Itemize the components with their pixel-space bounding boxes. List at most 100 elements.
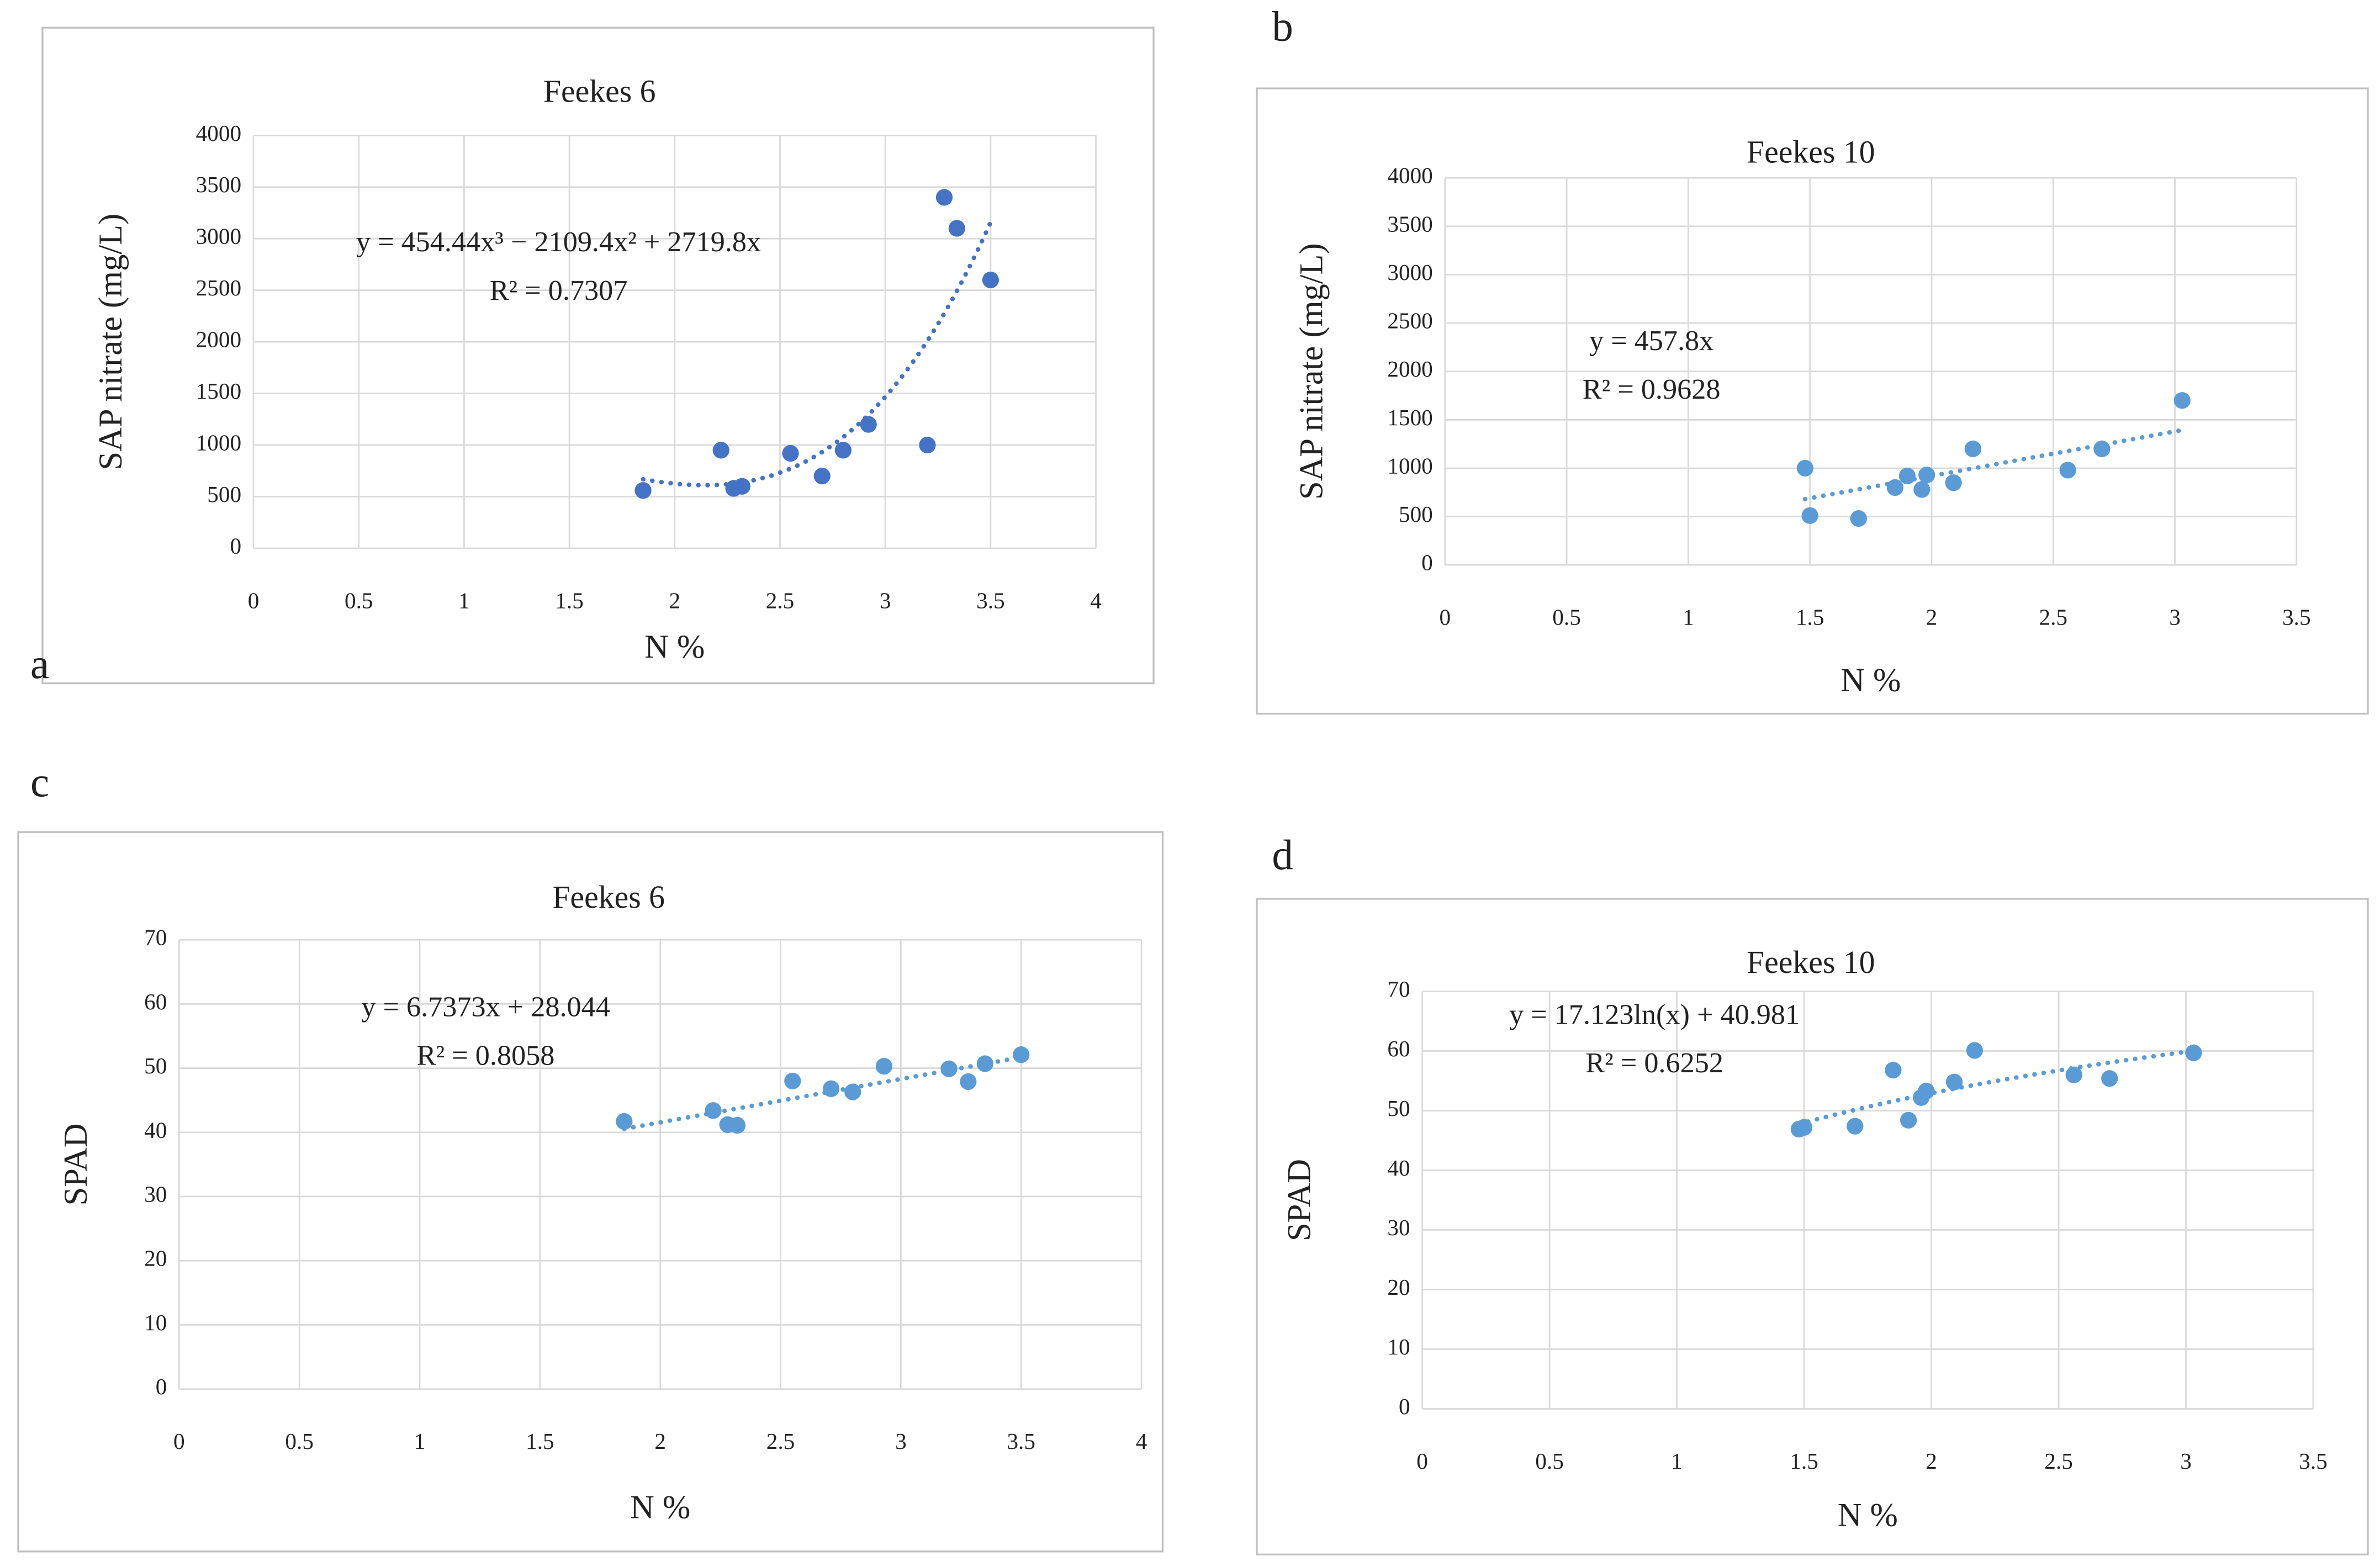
x-tick-label: 0 [248,587,260,613]
data-point [948,220,965,237]
y-tick-label: 70 [144,925,167,950]
data-point [1898,467,1916,485]
data-point [919,436,936,454]
x-tick-label: 2 [669,587,681,613]
data-point [1966,1042,1984,1059]
data-point [834,442,852,459]
data-point [2065,1066,2082,1083]
x-tick-label: 2.5 [766,587,795,613]
x-tick-label: 1.5 [526,1428,554,1454]
equation: y = 454.44x³ − 2109.4x² + 2719.8x [356,226,761,258]
x-tick-label: 0.5 [345,587,373,613]
y-axis-title: SPAD [1281,1159,1318,1241]
panel-label: c [30,758,49,806]
y-tick-label: 2500 [1387,308,1432,333]
y-tick-label: 3500 [1387,211,1432,236]
x-tick-label: 0 [1416,1448,1428,1474]
x-tick-label: 3.5 [2282,605,2311,630]
data-point [705,1102,722,1119]
data-point [616,1113,633,1130]
y-axis-title: SAP nitrate (mg/L) [1293,243,1330,500]
chart-title: Feekes 10 [1747,135,1875,170]
y-tick-label: 3500 [196,172,241,197]
y-tick-label: 0 [1399,1394,1410,1419]
chart-title: Feekes 6 [552,880,665,915]
r-squared: R² = 0.8058 [417,1040,555,1072]
r-squared: R² = 0.7307 [490,274,628,306]
x-tick-label: 3 [2169,605,2181,630]
y-tick-label: 20 [1387,1274,1410,1300]
x-tick-label: 0.5 [1535,1448,1564,1474]
y-tick-label: 60 [1387,1036,1410,1061]
y-axis-title: SPAD [57,1123,94,1205]
y-tick-label: 1500 [196,378,241,404]
y-tick-label: 10 [1387,1334,1410,1359]
data-point [2093,440,2111,458]
x-axis-title: N % [1840,661,1901,698]
data-point [1013,1046,1030,1063]
chart-panel: d Feekes 10 0 10 20 30 40 50 60 70 0 0.5 1 1.5 2 2.5 3 3.… [1256,831,2369,1556]
data-point [1964,440,1981,458]
data-point [822,1080,840,1097]
y-tick-label: 60 [144,989,167,1014]
y-tick-label: 30 [1387,1215,1410,1240]
y-tick-label: 70 [1387,976,1410,1002]
y-tick-label: 3000 [1387,260,1432,285]
data-point [1945,1073,1963,1090]
x-tick-label: 3 [2180,1448,2192,1474]
y-tick-label: 1000 [196,430,241,456]
y-tick-label: 2000 [196,327,241,352]
x-tick-label: 3.5 [976,587,1005,613]
x-tick-label: 1 [1671,1448,1683,1474]
x-tick-label: 1 [414,1428,426,1454]
data-point [935,189,953,206]
x-axis-title: N % [1838,1496,1898,1533]
r-squared: R² = 0.6252 [1585,1047,1723,1079]
data-point [1885,1061,1902,1079]
trendline [1796,1049,2196,1126]
data-point [976,1055,993,1072]
y-tick-label: 500 [1399,501,1433,527]
y-tick-label: 40 [144,1117,167,1142]
x-axis-title: N % [630,1489,690,1526]
panel-frame [17,831,1164,1553]
data-point [1847,1118,1864,1135]
y-axis-title: SAP nitrate (mg/L) [92,214,129,470]
data-point [2101,1070,2118,1087]
data-point [2173,392,2191,409]
data-point [982,271,999,289]
x-tick-label: 0 [1439,605,1451,630]
panel-frame [1256,898,2369,1556]
y-tick-label: 0 [1421,550,1433,575]
data-point [2059,462,2076,479]
r-squared: R² = 0.9628 [1583,373,1721,405]
x-tick-label: 2.5 [766,1428,795,1454]
panel-label: b [1272,2,1293,50]
data-point [1913,481,1931,498]
data-point [1945,474,1962,491]
y-tick-label: 30 [144,1182,167,1207]
data-point [782,444,799,462]
y-tick-label: 4000 [1387,163,1432,188]
x-tick-label: 3.5 [1007,1428,1035,1454]
data-point [1886,479,1903,496]
x-axis-title: N % [644,628,705,665]
y-tick-label: 1000 [1387,453,1432,478]
chart-title: Feekes 10 [1747,945,1875,980]
y-tick-label: 0 [230,533,241,558]
y-tick-label: 1500 [1387,405,1432,430]
data-point [728,1116,746,1134]
panel-label: a [30,640,49,687]
equation: y = 457.8x [1589,325,1713,357]
y-tick-label: 50 [1387,1095,1410,1121]
y-tick-label: 2000 [1387,356,1432,382]
data-point [960,1073,977,1090]
data-point [733,478,750,495]
x-tick-label: 1 [1683,605,1694,630]
x-tick-label: 2.5 [2039,605,2067,630]
trendline [641,220,993,488]
chart-panel: b Feekes 10 0 500 1000 1500 2000 2500 3000 3500 40… [1256,2,2369,715]
data-point [1918,1082,1935,1100]
x-tick-label: 0.5 [285,1428,314,1454]
